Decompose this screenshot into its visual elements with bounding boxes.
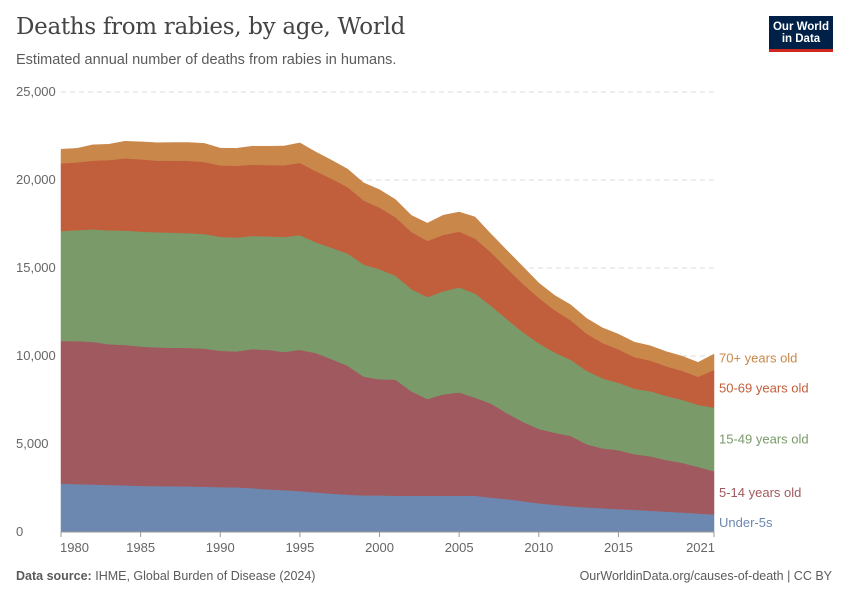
y-tick-label: 0 xyxy=(16,524,23,539)
logo-line-1: Our World xyxy=(772,21,829,33)
area-series-70-years-old[interactable] xyxy=(60,141,715,378)
data-source-label: Data source: xyxy=(16,569,92,583)
x-tick-label: 1980 xyxy=(60,540,89,555)
data-source: Data source: IHME, Global Burden of Dise… xyxy=(16,569,315,583)
source-link[interactable]: OurWorldinData.org/causes-of-death | CC … xyxy=(579,569,832,583)
owid-logo[interactable]: Our World in Data xyxy=(769,16,833,52)
x-tick-label: 2010 xyxy=(524,540,553,555)
series-labels[interactable]: Under-5s 5-14 years old 15-49 years old 50-… xyxy=(719,351,809,530)
x-tick-label: 1990 xyxy=(206,540,235,555)
series-label[interactable]: 50-69 years old xyxy=(719,381,809,396)
x-tick-label: 2000 xyxy=(365,540,394,555)
axes: 0 5,000 10,000 15,000 20,000 25,000 1980 1985 19… xyxy=(16,84,715,555)
data-source-text: IHME, Global Burden of Disease (2024) xyxy=(95,569,316,583)
y-tick-label: 20,000 xyxy=(16,172,56,187)
logo-line-2: in Data xyxy=(781,33,821,45)
chart-subtitle: Estimated annual number of deaths from r… xyxy=(16,52,397,68)
series-label[interactable]: Under-5s xyxy=(719,515,773,530)
x-tick-label: 2015 xyxy=(604,540,633,555)
series-label[interactable]: 70+ years old xyxy=(719,351,797,366)
y-tick-label: 10,000 xyxy=(16,348,56,363)
y-tick-label: 25,000 xyxy=(16,84,56,99)
area-series-layer xyxy=(60,141,715,533)
x-tick-label: 2005 xyxy=(445,540,474,555)
x-tick-label: 1995 xyxy=(285,540,314,555)
stacked-area-chart: 0 5,000 10,000 15,000 20,000 25,000 1980 1985 19… xyxy=(16,84,809,555)
x-tick-label: 1985 xyxy=(126,540,155,555)
series-label[interactable]: 15-49 years old xyxy=(719,431,809,446)
y-tick-label: 5,000 xyxy=(16,436,49,451)
y-tick-label: 15,000 xyxy=(16,260,56,275)
chart-title: Deaths from rabies, by age, World xyxy=(16,14,406,40)
series-label[interactable]: 5-14 years old xyxy=(719,485,801,500)
x-tick-label: 2021 xyxy=(686,540,715,555)
